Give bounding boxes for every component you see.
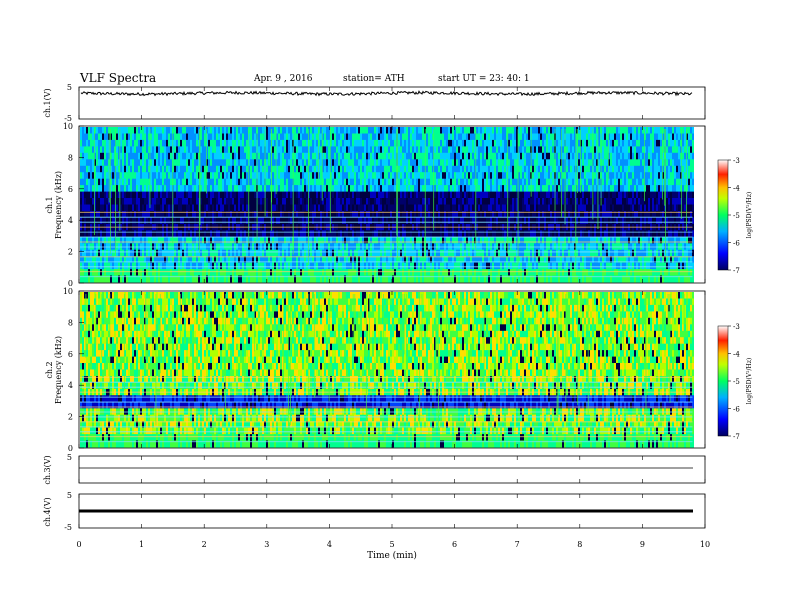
colorbar-tick-label: -6 bbox=[733, 406, 740, 414]
x-tick-label: 9 bbox=[640, 540, 645, 549]
ch2-spectrogram-panel: ch.2 Frequency (kHz) 0 2 4 6 8 10 bbox=[45, 287, 706, 453]
ch1-ylabel: ch.1(V) bbox=[43, 88, 52, 117]
freq-tick-label: 10 bbox=[63, 287, 73, 296]
colorbar-tick-label: -7 bbox=[733, 433, 740, 441]
freq-tick-label: 4 bbox=[68, 216, 73, 225]
colorbar-tick-label: -6 bbox=[733, 240, 740, 248]
x-tick-label: 0 bbox=[76, 540, 81, 549]
x-tick-label: 4 bbox=[327, 540, 332, 549]
colorbar-tick-label: -5 bbox=[733, 378, 740, 386]
ch1-ytick-bottom: -5 bbox=[64, 114, 72, 123]
ch2-spec-label: ch.2 bbox=[45, 361, 54, 378]
ch4-ylabel: ch.4(V) bbox=[43, 497, 52, 526]
x-tick-label: 8 bbox=[577, 540, 582, 549]
x-axis: 0 1 2 3 4 5 6 7 8 9 10 bbox=[76, 87, 710, 549]
ch4-ytick-top: 5 bbox=[67, 491, 72, 500]
freq-tick-label: 2 bbox=[68, 413, 73, 422]
colorbar-label: log(PSD(V²/Hz) bbox=[746, 192, 753, 239]
colorbar-tick-label: -3 bbox=[733, 323, 740, 331]
ch3-ylabel: ch.3(V) bbox=[43, 455, 52, 484]
colorbar-label: log(PSD(V²/Hz) bbox=[746, 358, 753, 405]
ch3-ytick-top: 5 bbox=[67, 453, 72, 462]
ch4-waveform-panel: 5 -5 ch.4(V) bbox=[43, 491, 706, 532]
freq-tick-label: 0 bbox=[68, 279, 73, 288]
x-tick-label: 1 bbox=[139, 540, 144, 549]
x-tick-label: 7 bbox=[515, 540, 520, 549]
freq-tick-label: 6 bbox=[68, 350, 73, 359]
ch1-waveform-panel: 5 -5 ch.1(V) bbox=[43, 83, 706, 123]
x-axis-label: Time (min) bbox=[367, 550, 417, 561]
freq-tick-label: 4 bbox=[68, 381, 73, 390]
ch1-spectrogram-panel: ch.1 Frequency (kHz) 0 2 4 6 8 10 bbox=[45, 122, 706, 288]
ch1-spectrogram-image bbox=[80, 127, 694, 283]
ch1-colorbar: -3 -4 -5 -6 -7 log(PSD(V²/Hz) bbox=[717, 157, 753, 275]
ch2-spectrogram-image bbox=[80, 292, 694, 448]
ch2-colorbar: -3 -4 -5 -6 -7 log(PSD(V²/Hz) bbox=[717, 323, 753, 441]
header-start-time: start UT = 23: 40: 1 bbox=[438, 74, 530, 84]
colorbar-tick-label: -5 bbox=[733, 212, 740, 220]
freq-tick-label: 0 bbox=[68, 444, 73, 453]
colorbar-tick-label: -4 bbox=[733, 351, 740, 359]
x-tick-label: 6 bbox=[452, 540, 457, 549]
freq-tick-label: 8 bbox=[68, 153, 73, 162]
header-station: station= ATH bbox=[343, 74, 405, 84]
freq-tick-label: 10 bbox=[63, 122, 73, 131]
ch1-waveform-line bbox=[80, 90, 693, 97]
ch1-spec-label: ch.1 bbox=[45, 196, 54, 213]
x-tick-label: 5 bbox=[389, 540, 394, 549]
ch1-ytick-top: 5 bbox=[67, 83, 72, 92]
x-tick-label: 3 bbox=[264, 540, 269, 549]
x-tick-label: 2 bbox=[202, 540, 207, 549]
freq-tick-label: 2 bbox=[68, 248, 73, 257]
freq-tick-label: 8 bbox=[68, 318, 73, 327]
ch1-spec-ylabel: Frequency (kHz) bbox=[54, 171, 63, 239]
header-date: Apr. 9 , 2016 bbox=[254, 74, 313, 84]
ch2-spec-ylabel: Frequency (kHz) bbox=[54, 336, 63, 404]
freq-tick-label: 6 bbox=[68, 185, 73, 194]
colorbar-tick-label: -3 bbox=[733, 157, 740, 165]
ch4-ytick-bottom: -5 bbox=[64, 523, 72, 532]
figure-title: VLF Spectra bbox=[80, 71, 157, 85]
ch3-waveform-panel: 5 ch.3(V) bbox=[43, 453, 706, 485]
colorbar-tick-label: -7 bbox=[733, 267, 740, 275]
colorbar-tick-label: -4 bbox=[733, 185, 740, 193]
x-tick-label: 10 bbox=[700, 540, 710, 549]
